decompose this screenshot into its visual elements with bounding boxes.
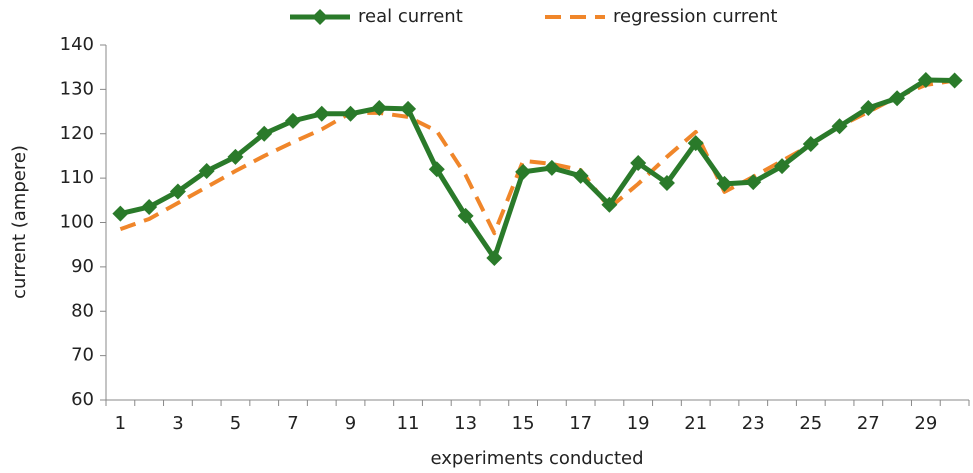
data-point — [371, 100, 388, 117]
data-point — [658, 175, 675, 192]
x-tick-label: 5 — [230, 413, 241, 434]
x-tick-label: 9 — [345, 413, 356, 434]
data-point — [169, 183, 186, 200]
data-point — [227, 148, 244, 165]
data-point — [256, 125, 273, 142]
data-point — [486, 250, 503, 266]
x-tick-label: 15 — [512, 413, 535, 434]
y-tick-label: 130 — [60, 78, 94, 99]
series-line — [119, 78, 955, 236]
data-point — [428, 161, 445, 178]
legend-label: regression current — [613, 6, 777, 27]
x-tick-label: 1 — [115, 413, 126, 434]
x-tick-label: 3 — [172, 413, 183, 434]
data-point — [860, 100, 877, 117]
x-tick-label: 23 — [742, 413, 765, 434]
data-point — [572, 167, 589, 184]
y-tick-label: 60 — [71, 389, 94, 410]
y-tick-label: 110 — [60, 167, 94, 188]
data-point — [112, 205, 129, 222]
data-point — [342, 105, 359, 122]
y-tick-label: 90 — [71, 256, 94, 277]
data-point — [515, 163, 532, 180]
data-point — [400, 100, 417, 117]
x-tick-label: 19 — [627, 413, 650, 434]
data-point — [774, 158, 791, 175]
x-tick-label: 27 — [857, 413, 880, 434]
data-point — [198, 163, 215, 180]
legend-marker — [312, 9, 328, 25]
x-axis-label: experiments conducted — [430, 448, 643, 469]
x-tick-label: 13 — [454, 413, 477, 434]
data-point — [831, 118, 848, 135]
x-tick-label: 7 — [287, 413, 298, 434]
y-tick-label: 70 — [71, 345, 94, 366]
y-axis-label: current (ampere) — [9, 145, 30, 299]
data-point — [716, 175, 733, 192]
data-point — [543, 159, 560, 176]
x-tick-label: 25 — [799, 413, 822, 434]
data-point — [313, 105, 330, 122]
x-tick-label: 17 — [569, 413, 592, 434]
data-point — [917, 72, 934, 89]
x-tick-label: 21 — [684, 413, 707, 434]
data-point — [687, 135, 704, 152]
y-tick-label: 140 — [60, 34, 94, 55]
data-point — [457, 207, 474, 224]
y-tick-label: 100 — [60, 212, 94, 233]
data-point — [745, 174, 762, 191]
data-point — [141, 198, 158, 215]
data-point — [889, 90, 906, 107]
legend-label: real current — [358, 6, 463, 27]
x-tick-label: 11 — [397, 413, 420, 434]
x-tick-label: 29 — [914, 413, 937, 434]
data-point — [284, 112, 301, 129]
series-line — [119, 77, 955, 261]
data-point — [601, 196, 618, 213]
data-point — [802, 135, 819, 152]
data-point — [630, 155, 647, 172]
y-tick-label: 80 — [71, 300, 94, 321]
y-tick-label: 120 — [60, 123, 94, 144]
data-point — [946, 72, 963, 89]
